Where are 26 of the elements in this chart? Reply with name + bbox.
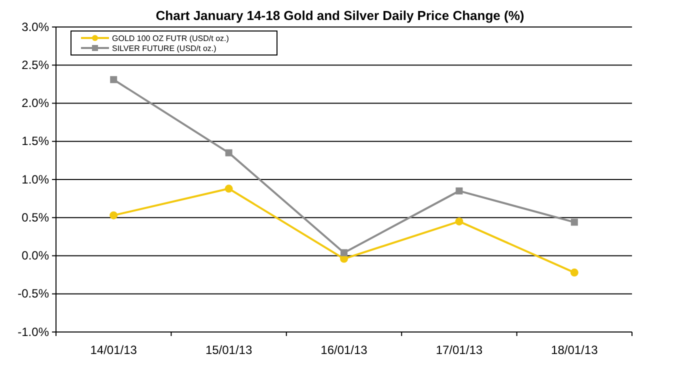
point bbox=[110, 76, 118, 84]
y-tick-label: 2.5% bbox=[22, 58, 50, 72]
y-tick-label: 2.0% bbox=[22, 96, 50, 110]
y-tick-label: 0.0% bbox=[22, 248, 50, 263]
point bbox=[224, 184, 233, 193]
legend-label: SILVER FUTURE (USD/t oz.) bbox=[112, 44, 217, 53]
x-tick-label: 15/01/13 bbox=[205, 343, 252, 357]
y-tick-label: -1.0% bbox=[18, 324, 50, 339]
y-tick-label: -0.5% bbox=[18, 286, 50, 301]
point bbox=[570, 268, 578, 277]
point bbox=[455, 217, 464, 226]
x-tick-label: 14/01/13 bbox=[90, 343, 138, 357]
x-tick-label: 16/01/13 bbox=[320, 343, 368, 357]
legend-label: GOLD 100 OZ FUTR (USD/t oz.) bbox=[112, 34, 230, 43]
x-tick-label: 18/01/13 bbox=[551, 343, 598, 357]
y-tick-label: 1.0% bbox=[22, 172, 50, 186]
point bbox=[456, 187, 463, 194]
point bbox=[340, 249, 348, 256]
chart-title: Chart January 14-18 Gold and Silver Daily Price Change (%) bbox=[156, 8, 524, 23]
x-tick-label: 17/01/13 bbox=[436, 343, 483, 357]
point bbox=[225, 149, 232, 156]
y-tick-label: 0.5% bbox=[22, 210, 50, 224]
point bbox=[110, 211, 118, 220]
y-tick-label: 1.5% bbox=[22, 134, 50, 148]
point bbox=[570, 218, 578, 226]
y-tick-label: 3.0% bbox=[22, 20, 50, 34]
